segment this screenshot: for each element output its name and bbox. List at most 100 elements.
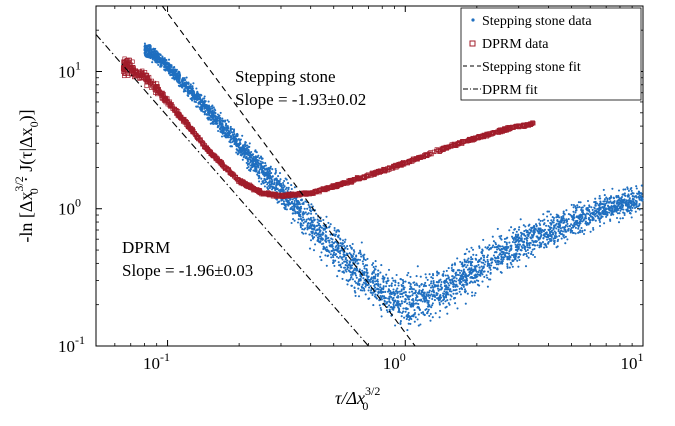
stepping-stone-point [594, 215, 596, 217]
stepping-stone-point [475, 254, 477, 256]
stepping-stone-point [410, 283, 412, 285]
stepping-stone-point [470, 247, 472, 249]
stepping-stone-point [410, 286, 412, 288]
stepping-stone-point [292, 213, 294, 215]
stepping-stone-point [408, 301, 410, 303]
stepping-stone-point [182, 83, 184, 85]
stepping-stone-point [566, 219, 568, 221]
stepping-stone-point [543, 222, 545, 224]
stepping-stone-point [389, 309, 391, 311]
stepping-stone-point [214, 109, 216, 111]
stepping-stone-point [449, 279, 451, 281]
stepping-stone-point [626, 210, 628, 212]
stepping-stone-point [582, 213, 584, 215]
stepping-stone-point [610, 202, 612, 204]
stepping-stone-point [395, 300, 397, 302]
stepping-stone-point [439, 279, 441, 281]
stepping-stone-point [173, 68, 175, 70]
stepping-stone-point [247, 166, 249, 168]
stepping-stone-point [177, 75, 179, 77]
stepping-stone-point [264, 162, 266, 164]
stepping-stone-point [578, 206, 580, 208]
stepping-stone-point [444, 284, 446, 286]
stepping-stone-point [211, 104, 213, 106]
stepping-stone-point [621, 202, 623, 204]
stepping-stone-point [370, 281, 372, 283]
stepping-stone-point [496, 260, 498, 262]
stepping-stone-point [599, 225, 601, 227]
stepping-stone-point [158, 56, 160, 58]
stepping-stone-point [580, 201, 582, 203]
stepping-stone-point [590, 206, 592, 208]
stepping-stone-point [432, 283, 434, 285]
stepping-stone-point [207, 119, 209, 121]
y-tick-label: 101 [58, 58, 81, 81]
stepping-stone-point [375, 260, 377, 262]
stepping-stone-point [393, 291, 395, 293]
stepping-stone-point [532, 231, 534, 233]
stepping-stone-point [402, 295, 404, 297]
stepping-stone-point [177, 81, 179, 83]
stepping-stone-point [249, 142, 251, 144]
stepping-stone-point [590, 215, 592, 217]
stepping-stone-point [359, 268, 361, 270]
stepping-stone-point [406, 302, 408, 304]
stepping-stone-point [155, 50, 157, 52]
stepping-stone-point [341, 256, 343, 258]
stepping-stone-point [434, 296, 436, 298]
stepping-stone-point [447, 275, 449, 277]
stepping-stone-point [386, 301, 388, 303]
stepping-stone-point [413, 288, 415, 290]
stepping-stone-point [519, 254, 521, 256]
stepping-stone-point [581, 218, 583, 220]
stepping-stone-point [403, 291, 405, 293]
stepping-stone-point [383, 285, 385, 287]
stepping-stone-point [523, 233, 525, 235]
stepping-stone-point [509, 258, 511, 260]
stepping-stone-point [542, 229, 544, 231]
stepping-stone-point [486, 247, 488, 249]
stepping-stone-point [538, 231, 540, 233]
stepping-stone-point [575, 209, 577, 211]
stepping-stone-point [222, 120, 224, 122]
stepping-stone-point [605, 202, 607, 204]
stepping-stone-point [217, 113, 219, 115]
stepping-stone-point [284, 185, 286, 187]
stepping-stone-point [408, 319, 410, 321]
stepping-stone-point [619, 207, 621, 209]
stepping-stone-point [319, 240, 321, 242]
stepping-stone-point [464, 271, 466, 273]
stepping-stone-point [264, 185, 266, 187]
stepping-stone-point [255, 151, 257, 153]
stepping-stone-point [440, 283, 442, 285]
stepping-stone-point [167, 69, 169, 71]
stepping-stone-point [353, 286, 355, 288]
stepping-stone-point [525, 235, 527, 237]
stepping-stone-point [446, 286, 448, 288]
stepping-stone-point [151, 51, 153, 53]
stepping-stone-point [635, 185, 637, 187]
stepping-stone-point [487, 254, 489, 256]
stepping-stone-point [506, 263, 508, 265]
stepping-stone-point [327, 237, 329, 239]
stepping-stone-point [580, 209, 582, 211]
stepping-stone-point [377, 279, 379, 281]
stepping-stone-point [547, 225, 549, 227]
stepping-stone-point [260, 161, 262, 163]
stepping-stone-point [460, 270, 462, 272]
stepping-stone-point [313, 220, 315, 222]
stepping-stone-point [402, 287, 404, 289]
stepping-stone-point [461, 276, 463, 278]
stepping-stone-point [207, 117, 209, 119]
stepping-stone-point [599, 221, 601, 223]
stepping-stone-point [397, 306, 399, 308]
stepping-stone-point [483, 255, 485, 257]
stepping-stone-point [641, 185, 643, 187]
stepping-stone-point [536, 225, 538, 227]
stepping-stone-point [289, 208, 291, 210]
stepping-stone-point [540, 244, 542, 246]
stepping-stone-point [221, 123, 223, 125]
stepping-stone-point [203, 101, 205, 103]
stepping-stone-point [390, 284, 392, 286]
stepping-stone-point [632, 199, 634, 201]
